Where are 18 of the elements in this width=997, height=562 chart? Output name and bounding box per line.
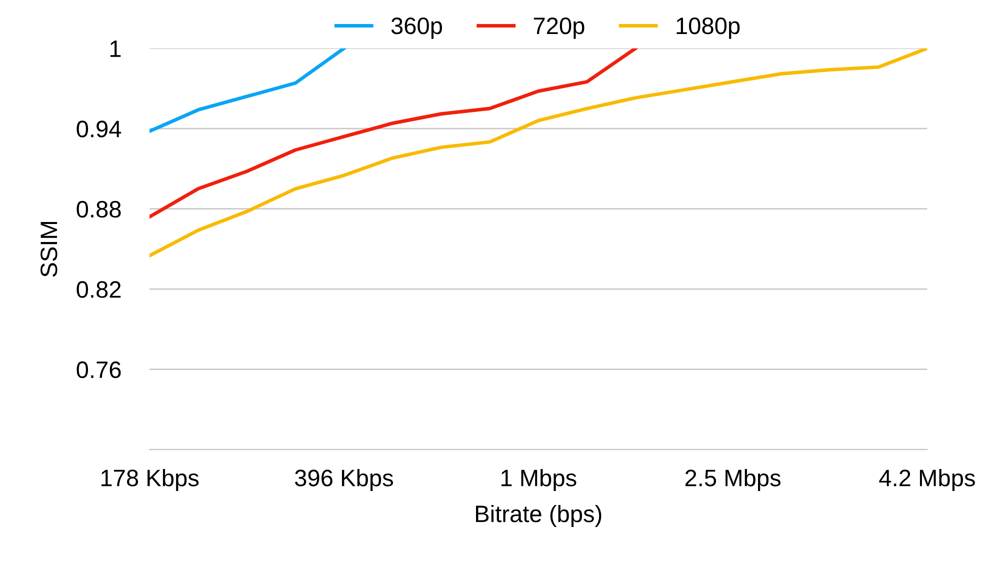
line-series (150, 48, 638, 219)
y-tick-label: 1 (110, 40, 121, 57)
legend-label: 360p (391, 18, 442, 39)
y-tick-label: 0.88 (76, 200, 121, 218)
x-tick-label: 396 Kbps (294, 469, 393, 492)
line-series (150, 48, 928, 258)
legend-label: 720p (534, 18, 584, 39)
y-tick-label: 0.94 (76, 120, 122, 138)
line-series (150, 48, 346, 133)
legend-label: 1080p (676, 18, 740, 39)
y-tick-label: 0.76 (76, 361, 121, 378)
x-tick-label: 178 Kbps (101, 469, 199, 492)
x-tick-label: 2.5 Mbps (685, 469, 781, 492)
y-tick-label: 0.82 (76, 281, 121, 298)
x-tick-label: 4.2 Mbps (879, 469, 975, 492)
x-axis-title: Bitrate (bps) (476, 504, 602, 527)
x-tick-label: 1 Mbps (501, 469, 576, 492)
y-axis-title: SSIM (40, 222, 58, 277)
